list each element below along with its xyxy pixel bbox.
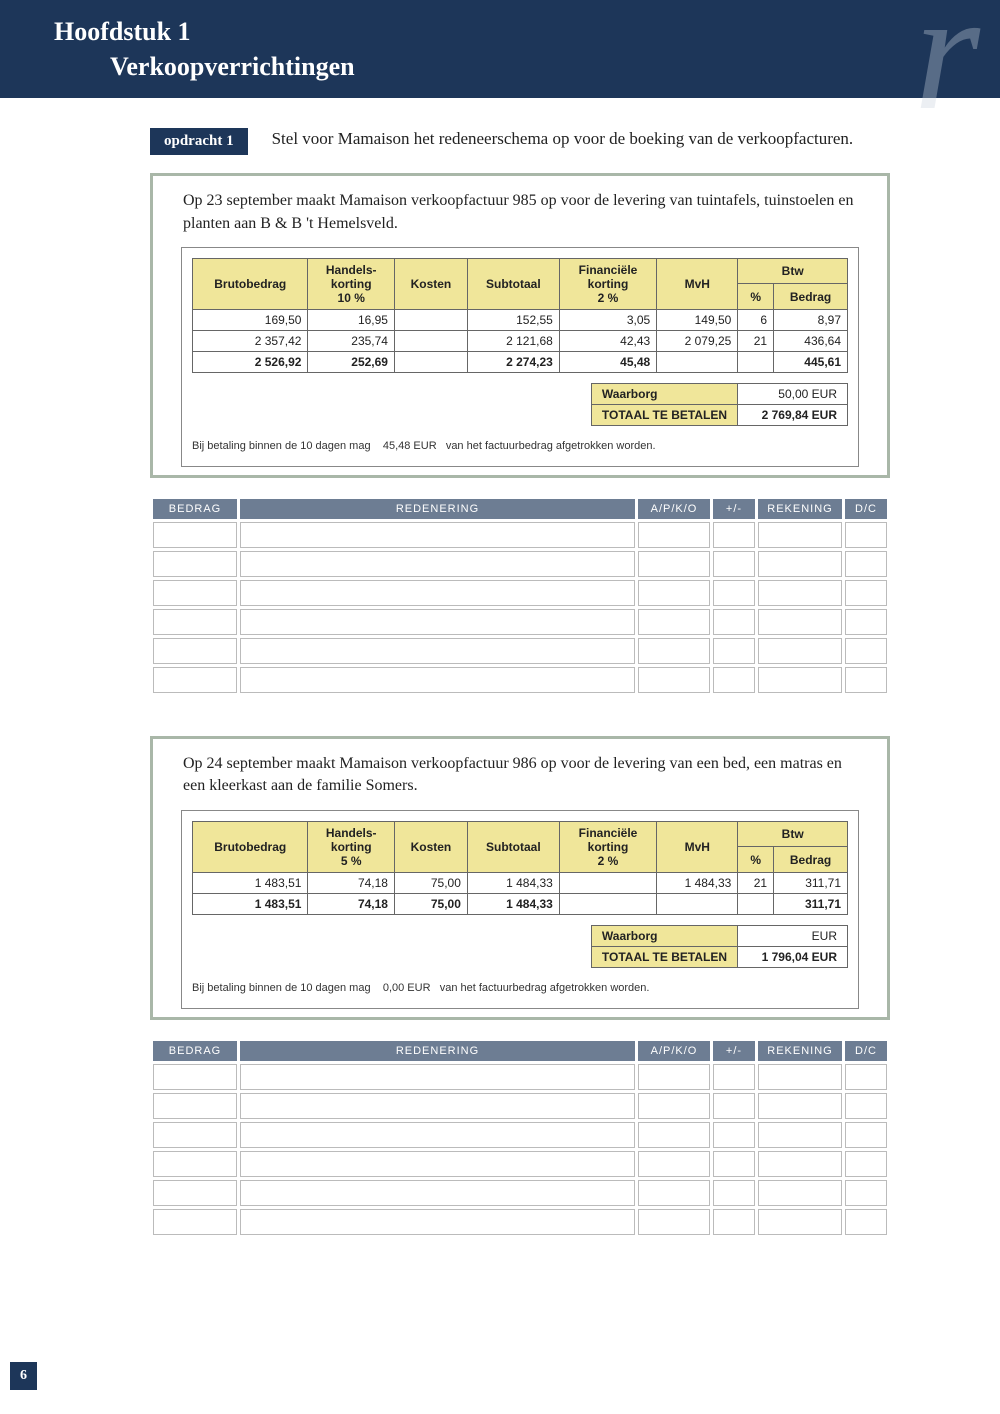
col-kosten: Kosten	[394, 258, 467, 309]
reasoning-grid-1: Bedrag Redenering A/P/K/O +/- Rekening D…	[150, 496, 890, 696]
exercise-2-intro: Op 24 september maakt Mamaison verkoopfa…	[153, 739, 887, 810]
col-hk: Handels- korting 10 %	[308, 258, 395, 309]
exercise-1-intro: Op 23 september maakt Mamaison verkoopfa…	[153, 176, 887, 247]
totaal-value: 2 769,84 EUR	[738, 404, 848, 425]
invoice-1-footnote: Bij betaling binnen de 10 dagen mag 45,4…	[192, 440, 848, 452]
waarborg-value: 50,00 EUR	[738, 383, 848, 404]
col-mvh: MvH	[657, 258, 738, 309]
col-subtotaal: Subtotaal	[467, 258, 559, 309]
waarborg-label: Waarborg	[591, 383, 737, 404]
invoice-row: 2 357,42 235,74 2 121,68 42,43 2 079,25 …	[193, 330, 848, 351]
reason-col-redenering: Redenering	[240, 499, 635, 519]
col-bruto: Brutobedrag	[193, 258, 308, 309]
invoice-1-summary: Waarborg 50,00 EUR TOTAAL TE BETALEN 2 7…	[591, 383, 848, 426]
assignment-text: Stel voor Mamaison het redeneerschema op…	[272, 128, 890, 151]
reason-col-pm: +/-	[713, 499, 755, 519]
col-btw: Btw	[738, 258, 848, 284]
invoice-row: 1 483,51 74,18 75,00 1 484,33 1 484,33 2…	[193, 872, 848, 893]
invoice-1-table: Brutobedrag Handels- korting 10 % Kosten…	[192, 258, 848, 373]
reasoning-grid-2: Bedrag Redenering A/P/K/O +/- Rekening D…	[150, 1038, 890, 1238]
invoice-2-footnote: Bij betaling binnen de 10 dagen mag 0,00…	[192, 982, 848, 994]
col-btw-bedrag: Bedrag	[774, 284, 848, 310]
invoice-2: Brutobedrag Handels- korting 5 % Kosten …	[181, 810, 859, 1009]
reason-col-dc: D/C	[845, 499, 887, 519]
invoice-total-row: 1 483,51 74,18 75,00 1 484,33 311,71	[193, 893, 848, 914]
invoice-1: Brutobedrag Handels- korting 10 % Kosten…	[181, 247, 859, 467]
page-number: 6	[10, 1362, 37, 1390]
invoice-2-table: Brutobedrag Handels- korting 5 % Kosten …	[192, 821, 848, 915]
chapter-title: Verkoopverrichtingen	[54, 49, 1000, 84]
col-btw-pct: %	[738, 284, 774, 310]
invoice-row: 169,50 16,95 152,55 3,05 149,50 6 8,97	[193, 309, 848, 330]
assignment-tag: opdracht 1	[150, 128, 248, 155]
invoice-2-summary: Waarborg EUR TOTAAL TE BETALEN 1 796,04 …	[591, 925, 848, 968]
reason-col-apko: A/P/K/O	[638, 499, 710, 519]
col-fk: Financiële korting 2 %	[559, 258, 656, 309]
invoice-total-row: 2 526,92 252,69 2 274,23 45,48 445,61	[193, 351, 848, 372]
chapter-number: Hoofdstuk 1	[54, 17, 191, 46]
exercise-1: Op 23 september maakt Mamaison verkoopfa…	[150, 173, 890, 478]
totaal-label: TOTAAL TE BETALEN	[591, 404, 737, 425]
assignment-row: opdracht 1 Stel voor Mamaison het redene…	[150, 128, 890, 155]
exercise-2: Op 24 september maakt Mamaison verkoopfa…	[150, 736, 890, 1020]
reason-col-rekening: Rekening	[758, 499, 842, 519]
chapter-header: Hoofdstuk 1 Verkoopverrichtingen	[0, 0, 1000, 98]
reason-col-bedrag: Bedrag	[153, 499, 237, 519]
